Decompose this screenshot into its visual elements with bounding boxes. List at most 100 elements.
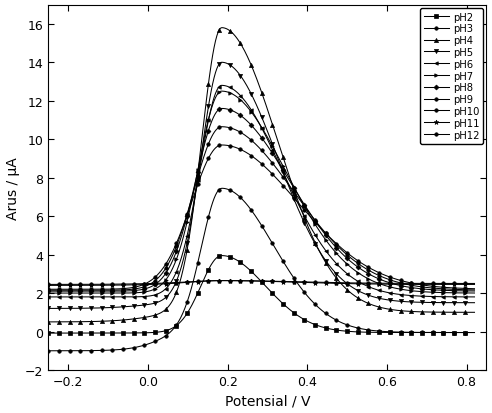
Line: pH7: pH7 <box>47 90 476 295</box>
pH11 <box>297 280 303 285</box>
pH10 <box>297 203 303 208</box>
pH2 <box>155 330 161 335</box>
pH6 <box>367 285 373 290</box>
pH10 <box>331 239 337 244</box>
pH11 <box>471 282 477 287</box>
pH7 <box>331 248 337 253</box>
pH7 <box>239 100 245 104</box>
pH8 <box>471 289 477 294</box>
pH6 <box>297 206 303 211</box>
Line: pH8: pH8 <box>47 107 476 293</box>
pH11 <box>121 283 127 288</box>
pH7 <box>297 197 303 202</box>
pH12 <box>219 278 225 283</box>
pH12 <box>331 280 337 285</box>
pH11 <box>331 281 337 286</box>
pH9 <box>331 240 337 245</box>
pH8 <box>331 242 337 247</box>
pH4 <box>367 302 373 307</box>
pH12 <box>297 280 303 285</box>
pH10 <box>219 143 225 148</box>
pH11 <box>367 282 373 287</box>
pH2 <box>121 331 127 336</box>
Line: pH11: pH11 <box>46 278 477 288</box>
Legend: pH2, pH3, pH4, pH5, pH6, pH7, pH8, pH9, pH10, pH11, pH12: pH2, pH3, pH4, pH5, pH6, pH7, pH8, pH9, … <box>420 9 484 144</box>
pH6 <box>45 295 51 300</box>
pH7 <box>121 291 127 296</box>
pH2 <box>367 330 373 335</box>
pH12 <box>239 278 245 283</box>
Line: pH2: pH2 <box>47 254 476 335</box>
pH2 <box>331 328 337 332</box>
pH10 <box>471 287 477 292</box>
pH4 <box>331 272 337 277</box>
pH9 <box>239 131 245 136</box>
pH7 <box>367 278 373 282</box>
pH3 <box>155 338 161 343</box>
pH12 <box>367 281 373 286</box>
pH6 <box>219 84 225 89</box>
pH10 <box>121 286 127 291</box>
pH5 <box>331 268 337 273</box>
pH4 <box>297 205 303 210</box>
pH9 <box>155 276 161 281</box>
pH11 <box>45 283 51 288</box>
Line: pH10: pH10 <box>47 144 476 291</box>
pH9 <box>297 199 303 204</box>
pH8 <box>219 107 225 112</box>
pH7 <box>219 90 225 95</box>
Line: pH9: pH9 <box>47 126 476 292</box>
pH9 <box>45 288 51 293</box>
pH4 <box>121 318 127 323</box>
pH10 <box>45 287 51 292</box>
pH3 <box>331 316 337 321</box>
pH8 <box>155 280 161 285</box>
pH6 <box>239 95 245 100</box>
pH3 <box>45 349 51 354</box>
pH9 <box>219 125 225 130</box>
pH2 <box>297 315 303 320</box>
pH11 <box>155 282 161 287</box>
pH12 <box>471 281 477 286</box>
pH3 <box>121 347 127 352</box>
pH5 <box>155 300 161 305</box>
pH4 <box>219 26 225 31</box>
pH12 <box>155 281 161 286</box>
pH6 <box>331 259 337 263</box>
pH6 <box>155 292 161 297</box>
pH3 <box>367 328 373 333</box>
pH9 <box>471 288 477 293</box>
pH4 <box>45 320 51 325</box>
pH3 <box>219 186 225 191</box>
Y-axis label: Arus / μA: Arus / μA <box>5 157 20 219</box>
pH2 <box>239 261 245 266</box>
pH10 <box>367 266 373 271</box>
pH12 <box>121 282 127 287</box>
pH5 <box>45 306 51 311</box>
pH3 <box>471 330 477 335</box>
pH8 <box>297 196 303 201</box>
pH5 <box>239 76 245 81</box>
pH7 <box>45 291 51 296</box>
Line: pH3: pH3 <box>47 187 476 353</box>
pH12 <box>45 282 51 287</box>
pH2 <box>45 331 51 336</box>
pH8 <box>239 115 245 120</box>
pH7 <box>471 291 477 296</box>
pH10 <box>155 272 161 277</box>
pH3 <box>297 285 303 290</box>
pH5 <box>121 304 127 309</box>
Line: pH5: pH5 <box>46 61 477 311</box>
Line: pH12: pH12 <box>47 279 476 287</box>
pH8 <box>367 273 373 278</box>
pH6 <box>121 295 127 300</box>
pH8 <box>121 289 127 294</box>
pH2 <box>471 330 477 335</box>
pH3 <box>239 197 245 202</box>
pH4 <box>471 310 477 315</box>
pH7 <box>155 285 161 290</box>
pH4 <box>239 44 245 49</box>
pH11 <box>239 279 245 284</box>
Line: pH6: pH6 <box>47 84 476 299</box>
pH4 <box>155 312 161 317</box>
